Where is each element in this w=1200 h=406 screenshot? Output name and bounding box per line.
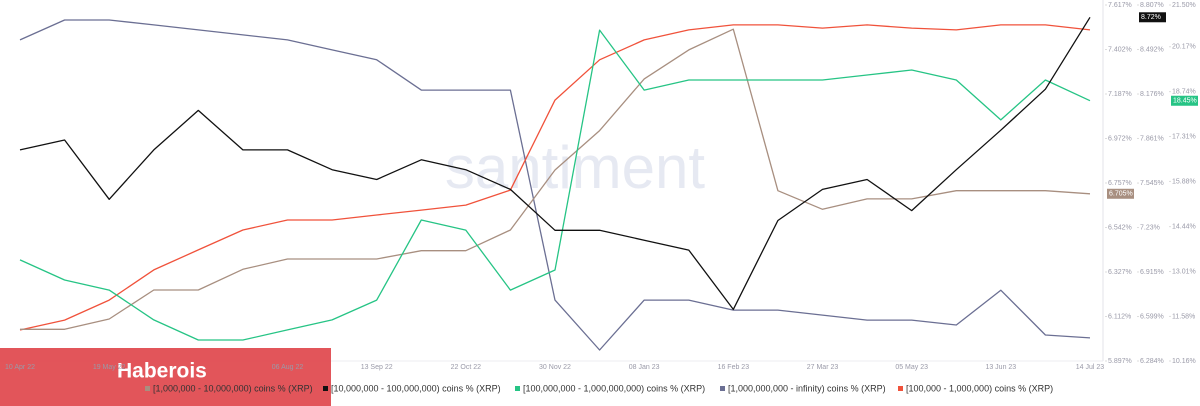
x-tick-label: 10 Apr 22 <box>5 364 35 371</box>
y-tick-label: 11.58% <box>1172 313 1195 320</box>
legend-label: [1,000,000 - 10,000,000) coins % (XRP) <box>153 383 313 393</box>
y-tick-label: 5.897% <box>1108 358 1132 365</box>
legend: [1,000,000 - 10,000,000) coins % (XRP) [1… <box>145 383 1053 393</box>
x-tick-label: 05 May 23 <box>895 364 928 371</box>
x-tick-label: 14 Jul 23 <box>1076 364 1105 371</box>
y-tick-label: 7.23% <box>1140 224 1160 231</box>
y-tick-label: 6.915% <box>1140 269 1164 276</box>
series-line <box>20 28 1091 330</box>
series-line <box>19 29 1091 341</box>
legend-swatch <box>323 386 328 391</box>
y-tick-label: 18.74% <box>1172 88 1196 95</box>
y-tick-label: 6.542% <box>1108 224 1132 231</box>
legend-swatch <box>145 386 150 391</box>
legend-swatch <box>898 386 903 391</box>
y-tick-label: 13.01% <box>1172 268 1196 275</box>
y-tick-label: 8.176% <box>1140 91 1164 98</box>
plot <box>19 16 1091 351</box>
overlay-box <box>0 348 331 406</box>
x-tick-label: 13 Sep 22 <box>361 364 393 371</box>
legend-label: [1,000,000,000 - infinity) coins % (XRP) <box>728 383 886 393</box>
value-label: 6.705% <box>1109 191 1133 198</box>
y-tick-label: 17.31% <box>1172 133 1196 140</box>
y-tick-label: 6.327% <box>1108 269 1132 276</box>
legend-label: [100,000 - 1,000,000) coins % (XRP) <box>906 383 1053 393</box>
series-line <box>19 24 1091 331</box>
value-label: 8.72% <box>1141 14 1161 21</box>
y-tick-label: 6.112% <box>1108 313 1131 320</box>
y-tick-label: 6.757% <box>1108 180 1132 187</box>
legend-label: [100,000,000 - 1,000,000,000) coins % (X… <box>523 383 705 393</box>
y-tick-label: 10.16% <box>1172 358 1196 365</box>
value-label-box <box>1139 12 1166 23</box>
overlay-label: Haberois <box>117 360 207 383</box>
y-tick-label: 7.402% <box>1108 46 1132 53</box>
y-tick-label: 20.17% <box>1172 44 1196 51</box>
y-tick-label: 8.492% <box>1140 46 1164 53</box>
x-tick-label: 22 Oct 22 <box>451 364 481 371</box>
legend-label: [10,000,000 - 100,000,000) coins % (XRP) <box>331 383 501 393</box>
y-tick-label: 7.861% <box>1140 135 1164 142</box>
y-tick-label: 6.972% <box>1108 135 1132 142</box>
legend-swatch <box>720 386 725 391</box>
y-tick-label: 7.617% <box>1108 2 1132 9</box>
value-label-box <box>1107 188 1134 199</box>
series-line <box>19 16 1091 311</box>
x-tick-label: 30 Nov 22 <box>539 364 571 371</box>
watermark: santiment <box>445 134 705 201</box>
y-tick-label: 6.599% <box>1140 313 1164 320</box>
x-tick-label: 27 Mar 23 <box>807 364 839 371</box>
legend-swatch <box>515 386 520 391</box>
overlay: Haberois <box>0 348 331 406</box>
y-tick-label: 8.807% <box>1140 2 1164 9</box>
y-tick-label: 7.545% <box>1140 180 1164 187</box>
y-tick-label: 7.187% <box>1108 91 1132 98</box>
y-tick-label: 21.50% <box>1172 2 1196 9</box>
x-tick-label: 08 Jan 23 <box>629 364 660 371</box>
value-label: 18.45% <box>1173 98 1197 105</box>
x-tick-label: 19 May 22 <box>93 364 126 371</box>
value-label-box <box>1171 95 1198 106</box>
series-line <box>19 19 1091 351</box>
x-tick-label: 13 Jun 23 <box>985 364 1016 371</box>
y-tick-label: 14.44% <box>1172 223 1196 230</box>
y-tick-label: 6.284% <box>1140 358 1164 365</box>
x-tick-label: 06 Aug 22 <box>272 364 304 371</box>
y-tick-label: 15.88% <box>1172 178 1196 185</box>
x-tick-label: 16 Feb 23 <box>718 364 750 371</box>
